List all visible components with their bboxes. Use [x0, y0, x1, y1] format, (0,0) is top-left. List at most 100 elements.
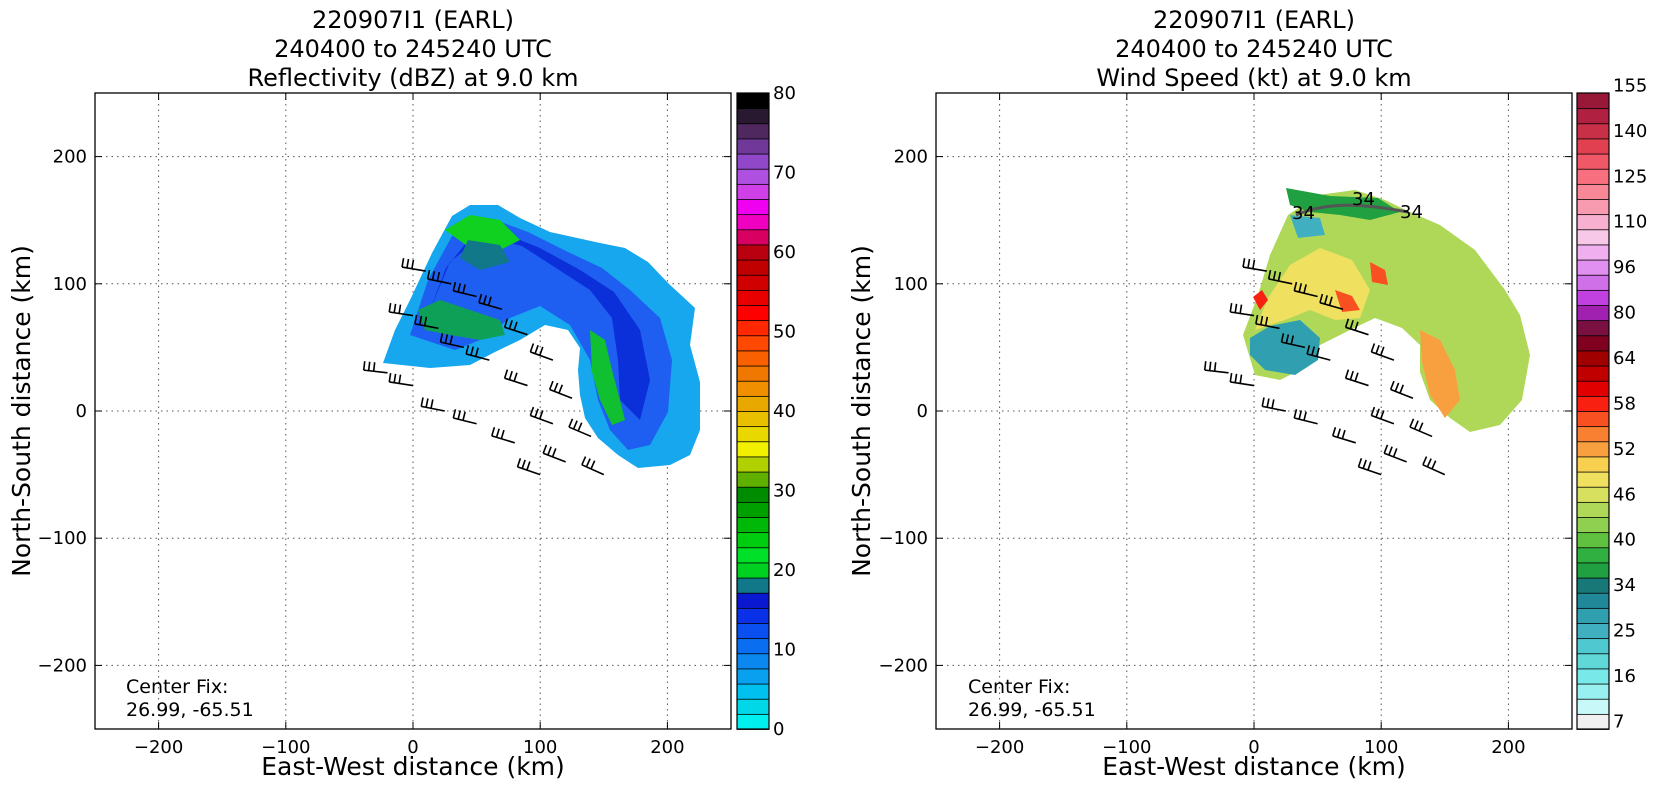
colorbar-segment — [1576, 153, 1610, 170]
barb-feather — [436, 271, 441, 282]
barb-feather — [1336, 428, 1341, 438]
barb-feather — [1229, 372, 1233, 383]
barb-feather — [487, 296, 492, 306]
barb-feather — [1319, 293, 1324, 303]
y-tick-label: 100 — [894, 274, 928, 295]
barb-feather — [425, 398, 429, 408]
colorbar-tick-label: 110 — [1613, 212, 1647, 233]
barb-staff — [1230, 381, 1255, 387]
colorbar-segment — [1576, 274, 1610, 291]
barb-staff — [389, 311, 414, 317]
panel-reflectivity: 220907I1 (EARL) 240400 to 245240 UTC Ref… — [7, 6, 796, 781]
barb-feather — [1311, 346, 1316, 356]
x-axis-ticks: −200 −100 0 100 200 — [975, 93, 1526, 758]
x-tick-label: 100 — [1364, 737, 1398, 758]
barb-feather — [521, 459, 526, 469]
barb-staff — [453, 290, 477, 298]
barb-feather — [529, 406, 535, 416]
colorbar-segment — [736, 350, 770, 367]
barb-feather — [1349, 370, 1354, 380]
barb-staff — [1409, 426, 1433, 438]
barb-feather — [1388, 446, 1393, 456]
barb-feather — [1332, 426, 1337, 437]
barb-staff — [549, 388, 573, 400]
colorbar-segment — [736, 304, 770, 322]
colorbar-tick-label: 0 — [773, 719, 784, 740]
barb-feather — [495, 428, 500, 438]
barb-feather — [444, 334, 449, 344]
colorbar-segment — [1576, 713, 1610, 730]
barb-feather — [1293, 281, 1298, 292]
barb-feather — [388, 372, 392, 383]
colorbar-reflectivity: 0 10 20 30 40 50 60 70 80 — [736, 83, 796, 740]
barb-feather — [1323, 295, 1328, 305]
barb-feather — [1285, 334, 1290, 344]
contour-label: 34 — [1352, 189, 1375, 210]
colorbar-segment — [736, 668, 770, 685]
barb-feather — [431, 270, 436, 281]
barb-feather — [548, 380, 554, 390]
colorbar-frame — [1576, 92, 1610, 730]
y-axis-label: North-South distance (km) — [847, 245, 876, 577]
barb-feather — [462, 411, 466, 421]
colorbar-frame — [736, 92, 770, 730]
colorbar-segment — [736, 138, 770, 155]
barb-feather — [1303, 411, 1307, 421]
barb-staff — [1345, 326, 1369, 336]
barb-feather — [1389, 380, 1395, 390]
barb-feather — [1277, 271, 1282, 282]
barb-feather — [1375, 408, 1380, 418]
colorbar-segment — [1576, 456, 1610, 473]
y-tick-label: 200 — [894, 147, 928, 168]
barb-staff — [581, 464, 605, 476]
barb-feather — [372, 362, 376, 372]
colorbar-tick-label: 125 — [1613, 166, 1647, 187]
x-tick-label: 0 — [407, 737, 418, 758]
barb-feather — [542, 444, 548, 454]
colorbar-tick-label: 58 — [1613, 393, 1636, 414]
barb-staff — [465, 353, 490, 361]
center-fix-label: Center Fix: — [126, 676, 228, 698]
colorbar-tick-label: 7 — [1613, 711, 1624, 732]
colorbar-segment — [736, 289, 770, 306]
colorbar-segment — [1576, 107, 1610, 125]
barb-staff — [1422, 464, 1446, 476]
barb-feather — [534, 408, 539, 418]
barb-feather — [534, 344, 539, 354]
barb-feather — [491, 426, 496, 437]
barb-feather — [1242, 258, 1246, 268]
y-tick-label: −100 — [38, 528, 87, 549]
barb-feather — [1255, 314, 1259, 325]
barb-feather — [558, 384, 564, 394]
barb-feather — [1271, 399, 1275, 409]
barb-feather — [393, 373, 397, 383]
barb-feather — [449, 335, 453, 345]
contour-line — [1295, 203, 1409, 217]
colorbar-segment — [736, 592, 770, 609]
colorbar-tick-label: 10 — [773, 640, 796, 661]
barb-feather — [1422, 456, 1428, 466]
colorbar-segment — [736, 334, 770, 352]
barb-feather — [430, 399, 434, 409]
barb-staff — [1371, 414, 1395, 425]
barb-feather — [1341, 429, 1346, 439]
barb-feather — [503, 369, 509, 379]
barb-feather — [553, 382, 559, 392]
colorbar-tick-label: 50 — [773, 322, 796, 343]
barb-staff — [1332, 435, 1356, 444]
colorbar-segment — [1576, 92, 1610, 110]
barb-feather — [1367, 461, 1372, 471]
colorbar-segment — [736, 153, 770, 170]
colorbar-segment — [736, 410, 770, 428]
reflectivity-field — [383, 200, 700, 468]
barb-feather — [478, 293, 483, 303]
y-tick-label: 100 — [53, 274, 87, 295]
barb-staff — [440, 341, 465, 349]
colorbar-tick-label: 60 — [773, 242, 796, 263]
barb-feather — [1290, 335, 1294, 345]
colorbar-segment — [736, 425, 770, 443]
colorbar-tick-label: 70 — [773, 163, 796, 184]
barb-feather — [452, 409, 457, 419]
colorbar-segment — [736, 622, 770, 640]
